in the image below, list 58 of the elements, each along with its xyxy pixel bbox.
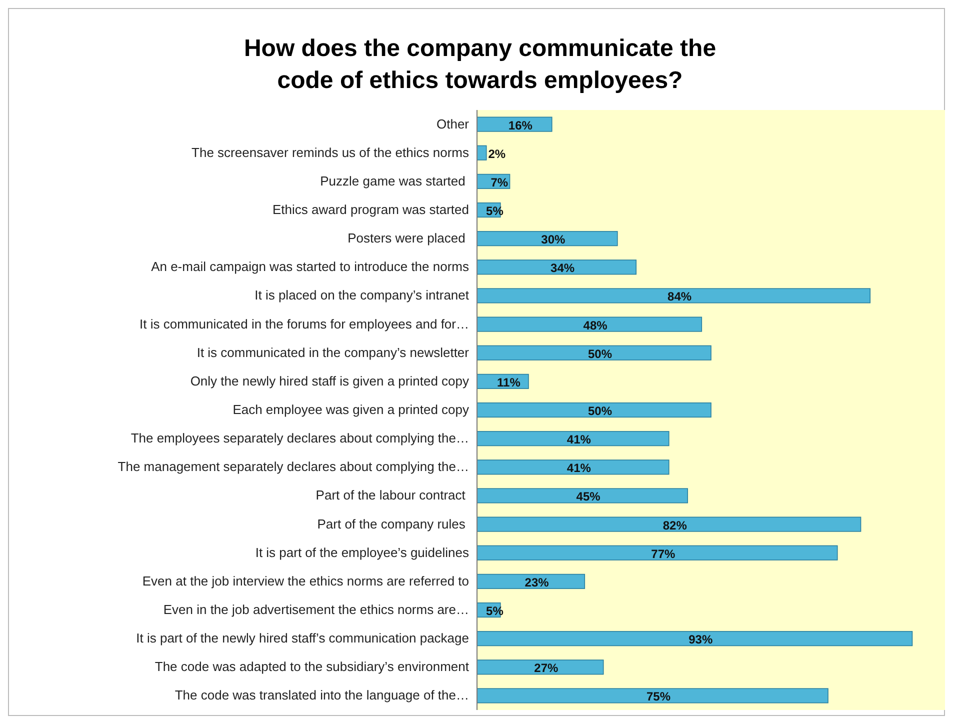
bar [476, 688, 828, 704]
bar [476, 431, 670, 446]
y-tick-label: Ethics award program was started [272, 202, 469, 217]
bar [476, 402, 712, 418]
y-tick-label: The employees separately declares about complying the… [130, 430, 469, 446]
bar [476, 488, 688, 504]
bar [476, 260, 637, 275]
data-label: 23% [524, 575, 550, 590]
y-tick-label: It is part of the employee’s guidelines [255, 544, 470, 560]
data-label: 27% [534, 661, 559, 676]
y-tick-label: Part of the company rules [317, 516, 469, 532]
y-tick-label: The screensaver reminds us of the ethics norms [192, 144, 470, 160]
data-label: 75% [646, 690, 671, 704]
y-tick-label: An e-mail campaign was started to introduce the norms [151, 259, 470, 274]
y-tick-label: Only the newly hired staff is given a printed copy [190, 373, 470, 388]
y-tick-label: It is placed on the company’s intranet [254, 288, 470, 303]
bar [476, 660, 604, 675]
bar [476, 460, 670, 475]
y-tick-label: Even at the job interview the ethics norms are referred to [142, 573, 469, 588]
bar [476, 345, 712, 360]
y-tick-label: It is communicated in the company’s newsletter [196, 344, 470, 360]
y-tick-label: Puzzle game was started [320, 173, 469, 188]
data-label: 48% [583, 318, 608, 332]
y-tick-label: Even in the job advertisement the ethics norms are… [163, 602, 469, 617]
y-tick-label: The management separately declares about complying the… [118, 459, 469, 474]
bar [476, 316, 702, 332]
bar [476, 631, 913, 646]
bar [476, 574, 586, 589]
chart-title: How does the company communicate the code of ethics towards employees? [244, 35, 716, 94]
y-tick-label: The code was adapted to the subsidiary’s environment [154, 659, 470, 674]
data-label: 50% [588, 346, 612, 361]
data-label: 7% [490, 175, 508, 190]
y-tick-label: Other [436, 116, 470, 132]
bar [476, 116, 552, 132]
data-label: 11% [497, 375, 521, 390]
bar [476, 145, 487, 160]
bar [476, 288, 871, 304]
data-label: 34% [550, 261, 575, 276]
y-tick-label: It is communicated in the forums for employees and for… [140, 316, 469, 332]
y-tick-label: Each employee was given a printed copy [232, 402, 470, 417]
data-label: 41% [566, 432, 592, 447]
data-label: 45% [576, 490, 601, 504]
y-tick-label: It is part of the newly hired staff’s communication package [136, 630, 469, 646]
bar [476, 516, 862, 532]
y-tick-label: Posters were placed [348, 230, 469, 246]
y-tick-label: The code was translated into the language of the… [174, 688, 469, 703]
data-label: 77% [651, 546, 676, 561]
data-label: 41% [566, 461, 592, 476]
bar [476, 231, 618, 246]
data-label: 93% [688, 632, 713, 647]
data-label: 84% [668, 290, 692, 304]
data-label: 82% [662, 518, 688, 532]
data-label: 50% [588, 404, 612, 418]
bar [476, 545, 838, 560]
y-tick-label: Part of the labour contract [316, 488, 469, 503]
data-label: 30% [541, 232, 566, 247]
data-label: 16% [508, 118, 533, 132]
data-label: 2% [488, 146, 506, 161]
